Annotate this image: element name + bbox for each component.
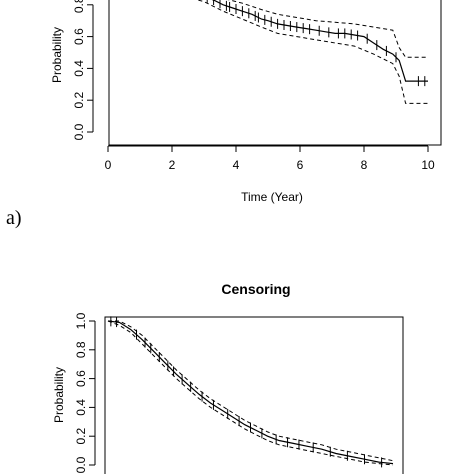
panel-label-a: a) [6,207,22,229]
y-tick-label: 0.6 [72,28,86,45]
x-tick-label: 0 [105,158,112,172]
y-tick-label: 0.0 [74,456,88,473]
y-tick-label: 0.6 [74,370,88,387]
plot-frame [108,0,442,146]
estimate-line [107,320,394,465]
y-axis-title: Probability [52,367,66,423]
y-axis: 0.0 0.2 0.4 0.6 0.8 [72,0,94,140]
y-tick-label: 0.0 [72,123,86,140]
estimate-line [211,0,428,82]
x-tick-label: 8 [361,158,368,172]
y-tick-label: 1.0 [74,312,88,329]
y-tick-label: 0.2 [74,428,88,445]
y-tick-label: 0.4 [74,399,88,416]
censoring-chart: Censoring 0.0 0.2 0.4 0.6 0.8 1.0 Probability [52,281,404,474]
plot-frame [104,316,404,474]
x-tick-label: 2 [169,158,176,172]
y-tick-label: 0.8 [74,341,88,358]
y-tick-label: 0.8 [72,0,86,13]
survival-chart: 0.0 0.2 0.4 0.6 0.8 0 2 4 6 8 10 Probability Time… [6,0,442,229]
x-tick-label: 4 [233,158,240,172]
upper-ci-line [108,320,394,462]
chart-title: Censoring [221,281,290,297]
y-axis: 0.0 0.2 0.4 0.6 0.8 1.0 [74,312,96,473]
curves-layer [195,0,428,104]
lower-ci-line [195,0,428,104]
y-axis-title: Probability [50,27,64,83]
y-tick-label: 0.2 [72,92,86,109]
curves-layer [107,316,394,468]
x-axis-title: Time (Year) [241,190,303,204]
x-tick-label: 6 [297,158,304,172]
x-tick-label: 10 [421,158,435,172]
upper-ci-line [227,0,428,58]
y-tick-label: 0.4 [72,60,86,77]
x-axis: 0 2 4 6 8 10 [105,145,435,172]
lower-ci-line [107,320,394,466]
